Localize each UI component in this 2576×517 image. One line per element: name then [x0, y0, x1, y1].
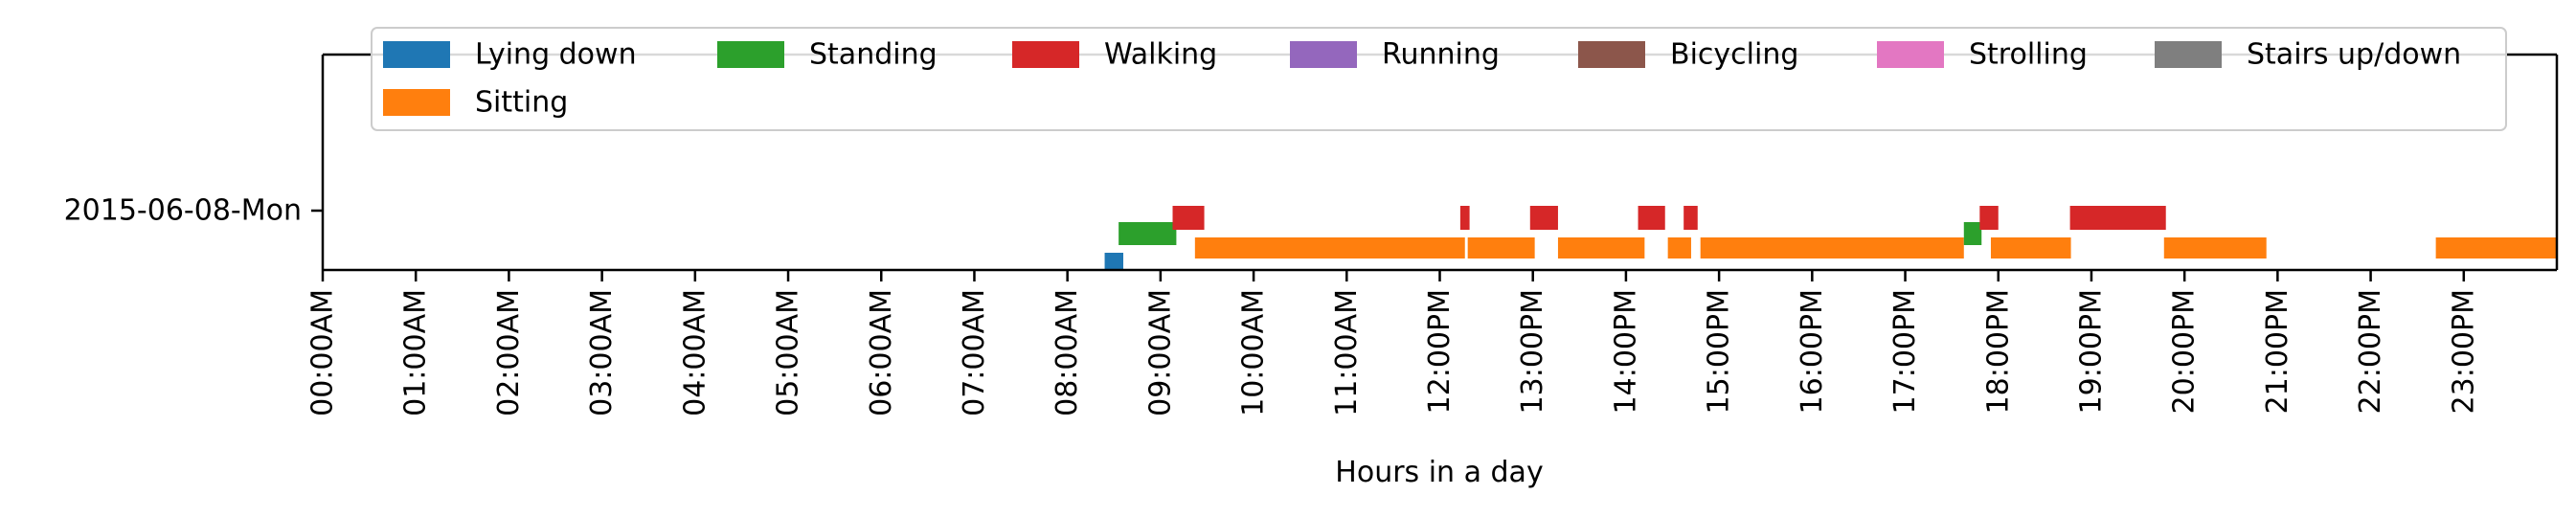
x-tick-label: 01:00AM [399, 289, 433, 416]
legend-swatch-bicycling [1578, 41, 1645, 68]
x-tick-label: 18:00PM [1981, 289, 2015, 414]
legend-swatch-lying-down [383, 41, 450, 68]
bar-walking-1 [1460, 206, 1470, 230]
legend-label-sitting: Sitting [475, 86, 568, 120]
x-tick-label: 05:00AM [772, 289, 805, 416]
x-tick-label: 12:00PM [1423, 289, 1457, 414]
x-tick-label: 08:00AM [1051, 289, 1084, 416]
legend-swatch-standing [717, 41, 784, 68]
bar-sitting-4 [1701, 237, 1964, 258]
y-ticks: 2015-06-08-Mon [64, 194, 323, 228]
legend-swatch-walking [1012, 41, 1079, 68]
bar-sitting-0 [1195, 237, 1465, 258]
x-tick-label: 10:00AM [1237, 289, 1271, 416]
bar-walking-5 [1979, 206, 1998, 230]
bar-walking-3 [1638, 206, 1665, 230]
legend-label-strolling: Strolling [1969, 38, 2088, 72]
bar-sitting-5 [1991, 237, 2071, 258]
x-tick-label: 07:00AM [958, 289, 991, 416]
legend-label-running: Running [1382, 38, 1500, 72]
x-tick-label: 04:00AM [678, 289, 712, 416]
bar-walking-0 [1173, 206, 1205, 230]
bar-walking-4 [1683, 206, 1698, 230]
x-tick-label: 06:00AM [865, 289, 898, 416]
x-tick-label: 16:00PM [1796, 289, 1829, 414]
y-tick-label: 2015-06-08-Mon [64, 194, 302, 228]
x-tick-label: 21:00PM [2261, 289, 2294, 414]
legend: Lying down Sitting Standing Walking Running B… [372, 28, 2506, 130]
x-tick-label: 15:00PM [1703, 289, 1736, 414]
x-tick-label: 09:00AM [1143, 289, 1177, 416]
x-tick-label: 11:00AM [1330, 289, 1364, 416]
legend-swatch-strolling [1877, 41, 1944, 68]
x-tick-label: 14:00PM [1609, 289, 1642, 414]
legend-label-bicycling: Bicycling [1670, 38, 1798, 72]
legend-label-stairs-up-down: Stairs up/down [2247, 38, 2461, 72]
x-tick-label: 03:00AM [585, 289, 619, 416]
x-tick-label: 23:00PM [2447, 289, 2480, 414]
bar-walking-2 [1530, 206, 1558, 230]
bar-standing-0 [1119, 222, 1176, 245]
bar-sitting-1 [1468, 237, 1535, 258]
x-tick-label: 00:00AM [306, 289, 340, 416]
bar-standing-1 [1964, 222, 1981, 245]
x-tick-label: 20:00PM [2168, 289, 2202, 414]
x-tick-label: 22:00PM [2354, 289, 2387, 414]
legend-swatch-stairs-up-down [2155, 41, 2222, 68]
bar-lying-down-0 [1105, 253, 1123, 270]
bar-sitting-7 [2436, 237, 2557, 258]
x-tick-label: 13:00PM [1516, 289, 1549, 414]
x-tick-label: 17:00PM [1888, 289, 1922, 414]
x-axis-label: Hours in a day [1335, 456, 1543, 489]
bar-walking-6 [2070, 206, 2166, 230]
bar-sitting-6 [2164, 237, 2267, 258]
legend-label-standing: Standing [809, 38, 938, 72]
bar-sitting-3 [1668, 237, 1691, 258]
legend-label-walking: Walking [1104, 38, 1217, 72]
bar-sitting-2 [1558, 237, 1644, 258]
legend-label-lying-down: Lying down [475, 38, 637, 72]
x-tick-label: 19:00PM [2074, 289, 2108, 414]
legend-swatch-sitting [383, 89, 450, 116]
x-tick-label: 02:00AM [492, 289, 526, 416]
legend-swatch-running [1290, 41, 1357, 68]
